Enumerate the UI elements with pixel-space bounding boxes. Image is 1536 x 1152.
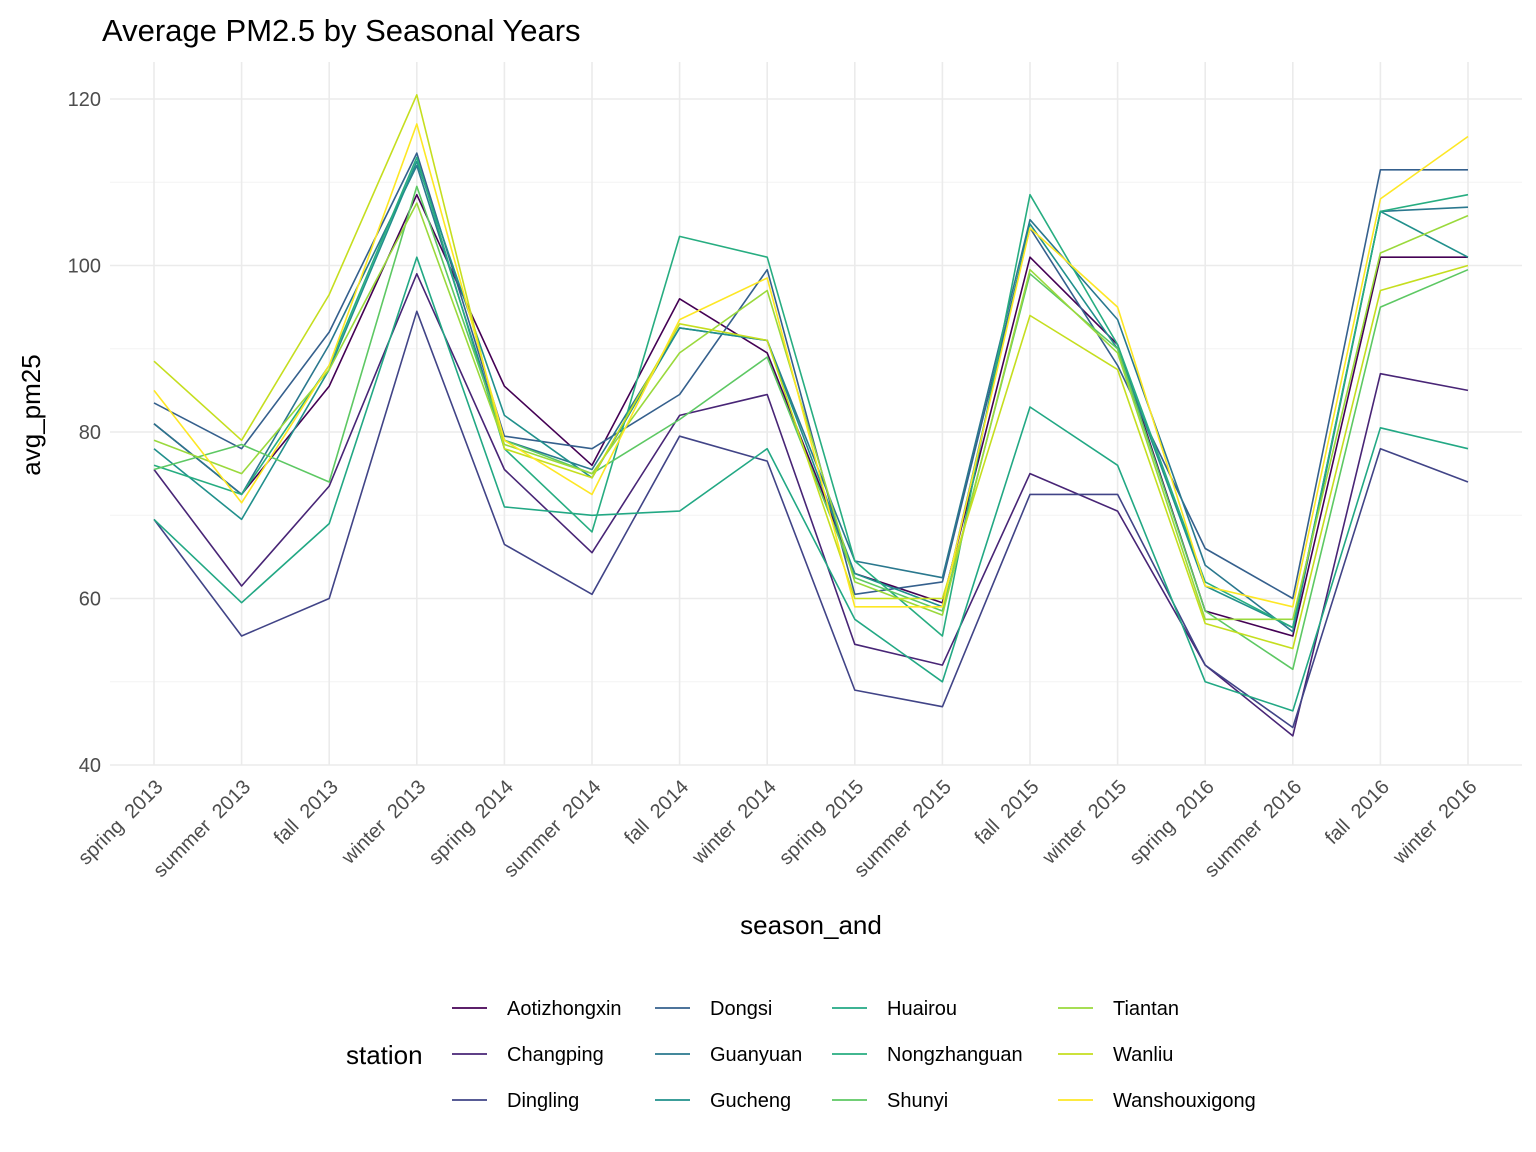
legend-item-wanliu: Wanliu <box>1058 1044 1173 1066</box>
series-line-aotizhongxin <box>153 193 1468 637</box>
legend-item-dongsi: Dongsi <box>655 998 772 1020</box>
legend-label: Huairou <box>887 998 957 1020</box>
series-line-tiantan <box>153 202 1469 621</box>
legend-item-dingling: Dingling <box>452 1090 579 1112</box>
y-tick-label: 80 <box>79 422 101 444</box>
legend-label: Shunyi <box>887 1090 948 1112</box>
legend-label: Dingling <box>507 1090 579 1112</box>
y-tick-label: 100 <box>68 256 101 278</box>
legend-label: Nongzhanguan <box>887 1044 1023 1066</box>
legend-title: station <box>346 1040 423 1070</box>
series-line-changping <box>153 272 1469 737</box>
y-tick-label: 120 <box>68 89 101 111</box>
legend-item-changping: Changping <box>452 1044 604 1066</box>
legend-item-shunyi: Shunyi <box>832 1090 948 1112</box>
legend-item-gucheng: Gucheng <box>655 1090 791 1112</box>
legend-item-wanshouxigong: Wanshouxigong <box>1058 1090 1256 1112</box>
y-tick-label: 60 <box>79 589 101 611</box>
legend-label: Gucheng <box>710 1090 791 1112</box>
legend-item-guanyuan: Guanyuan <box>655 1044 802 1066</box>
chart-title: Average PM2.5 by Seasonal Years <box>102 13 581 48</box>
y-axis-title: avg_pm25 <box>16 354 46 475</box>
y-axis: 40 60 80 100 120 <box>68 89 101 777</box>
series-line-nongzhanguan <box>153 156 1469 637</box>
series-line-huairou <box>153 256 1469 712</box>
series-line-wanliu <box>153 94 1469 650</box>
series-line-guanyuan <box>153 164 1469 633</box>
legend: station Aotizhongxin Changping Dingling Don… <box>346 998 1256 1112</box>
legend-label: Aotizhongxin <box>507 998 622 1020</box>
grid-layer <box>110 62 1522 766</box>
series-line-wanshouxigong <box>153 123 1469 608</box>
legend-label: Dongsi <box>710 998 772 1020</box>
legend-label: Changping <box>507 1044 604 1066</box>
legend-label: Wanshouxigong <box>1113 1090 1256 1112</box>
legend-item-huairou: Huairou <box>832 998 957 1020</box>
legend-label: Guanyuan <box>710 1044 802 1066</box>
legend-item-nongzhanguan: Nongzhanguan <box>832 1044 1023 1066</box>
y-tick-label: 40 <box>79 755 101 777</box>
legend-label: Wanliu <box>1113 1044 1173 1066</box>
series-layer <box>153 94 1469 737</box>
legend-item-aotizhongxin: Aotizhongxin <box>452 998 622 1020</box>
legend-label: Tiantan <box>1113 998 1179 1020</box>
series-line-gucheng <box>153 160 1469 629</box>
legend-item-tiantan: Tiantan <box>1058 998 1179 1020</box>
x-axis-title: season_and <box>740 910 882 940</box>
